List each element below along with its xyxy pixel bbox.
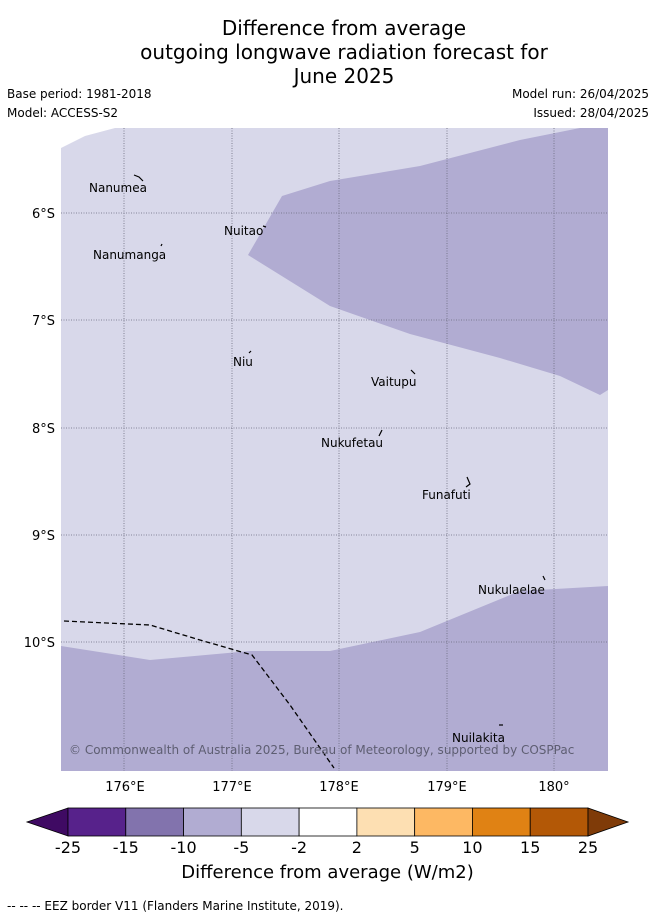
map-area: Nanumea Nuitao Nanumanga Niu Vaitupu Nuk… xyxy=(61,128,608,771)
colorbar-tick-label: 2 xyxy=(352,838,362,857)
place-label-nuilakita: Nuilakita xyxy=(452,731,505,745)
anomaly-region-south xyxy=(61,586,608,771)
issued-date: Issued: 28/04/2025 xyxy=(533,106,649,120)
place-label-vaitupu: Vaitupu xyxy=(371,375,417,389)
place-label-funafuti: Funafuti xyxy=(422,488,471,502)
colorbar-tick-label: 25 xyxy=(578,838,598,857)
eez-footnote: -- -- -- EEZ border V11 (Flanders Marine… xyxy=(7,899,344,913)
place-label-nukulaelae: Nukulaelae xyxy=(478,583,545,597)
island-funafuti-outline xyxy=(465,476,471,488)
colorbar-tick-label: -10 xyxy=(170,838,196,857)
longitude-labels: 176°E 177°E 178°E 179°E 180° xyxy=(105,780,569,795)
island-vaitupu-outline xyxy=(410,369,416,375)
colorbar-cell xyxy=(414,807,473,837)
colorbar: -25 -15 -10 -5 -2 2 5 10 15 25 xyxy=(25,807,630,857)
title-line-2: outgoing longwave radiation forecast for xyxy=(140,40,548,64)
lat-label-7s: 7°S xyxy=(32,314,55,329)
colorbar-tick-label: 10 xyxy=(462,838,482,857)
lon-label-180: 180° xyxy=(538,780,569,795)
place-label-nukufetau: Nukufetau xyxy=(321,436,383,450)
graticule xyxy=(61,128,608,771)
colorbar-arrow-low xyxy=(25,807,69,837)
eez-border xyxy=(63,620,335,769)
lat-label-9s: 9°S xyxy=(32,529,55,544)
island-nukufetau-outline xyxy=(378,429,383,437)
island-nanumanga-outline xyxy=(160,243,163,247)
model-run: Model run: 26/04/2025 xyxy=(511,87,649,101)
colorbar-label: Difference from average (W/m2) xyxy=(181,862,474,883)
latitude-labels: 6°S 7°S 8°S 9°S 10°S xyxy=(24,207,55,651)
title-line-1: Difference from average xyxy=(221,16,467,40)
colorbar-tick-label: 15 xyxy=(520,838,540,857)
colorbar-cell xyxy=(472,807,531,837)
map-title: Difference from average outgoing longwav… xyxy=(0,16,655,88)
colorbar-cell xyxy=(356,807,416,837)
colorbar-cell xyxy=(125,807,184,837)
place-label-nuitao: Nuitao xyxy=(224,224,263,238)
lat-label-6s: 6°S xyxy=(32,207,55,222)
no-data-corner xyxy=(61,128,115,148)
base-period: Base period: 1981-2018 xyxy=(7,87,152,101)
island-nanumea-outline xyxy=(133,174,144,182)
colorbar-tick-labels: -25 -15 -10 -5 -2 2 5 10 15 25 xyxy=(55,838,598,857)
colorbar-tick-label: -5 xyxy=(233,838,249,857)
lat-label-8s: 8°S xyxy=(32,422,55,437)
island-niu-outline xyxy=(248,350,252,354)
colorbar-cells xyxy=(67,807,589,837)
lon-label-178e: 178°E xyxy=(319,780,359,795)
colorbar-cell xyxy=(298,807,358,837)
island-nuitao-outline xyxy=(262,225,267,228)
colorbar-tick-label: 5 xyxy=(410,838,420,857)
place-labels: Nanumea Nuitao Nanumanga Niu Vaitupu Nuk… xyxy=(89,181,545,745)
model-name: Model: ACCESS-S2 xyxy=(7,106,119,120)
place-label-nanumanga: Nanumanga xyxy=(93,248,166,262)
colorbar-cell xyxy=(240,807,300,837)
lat-label-10s: 10°S xyxy=(24,636,55,651)
lon-label-177e: 177°E xyxy=(212,780,252,795)
island-outlines xyxy=(133,174,546,726)
colorbar-arrow-high xyxy=(587,807,630,837)
colorbar-cell xyxy=(183,807,242,837)
place-label-nanumea: Nanumea xyxy=(89,181,147,195)
island-nukulaelae-outline xyxy=(542,575,546,581)
lon-label-176e: 176°E xyxy=(105,780,145,795)
title-line-3: June 2025 xyxy=(293,64,395,88)
colorbar-tick-label: -25 xyxy=(55,838,81,857)
lon-label-179e: 179°E xyxy=(427,780,467,795)
colorbar-tick-label: -2 xyxy=(291,838,307,857)
colorbar-cell xyxy=(529,807,589,837)
copyright-text: © Commonwealth of Australia 2025, Bureau… xyxy=(69,743,574,757)
colorbar-tick-label: -15 xyxy=(113,838,139,857)
place-label-niu: Niu xyxy=(233,355,253,369)
colorbar-cell xyxy=(67,807,127,837)
anomaly-region-northeast xyxy=(248,128,608,395)
